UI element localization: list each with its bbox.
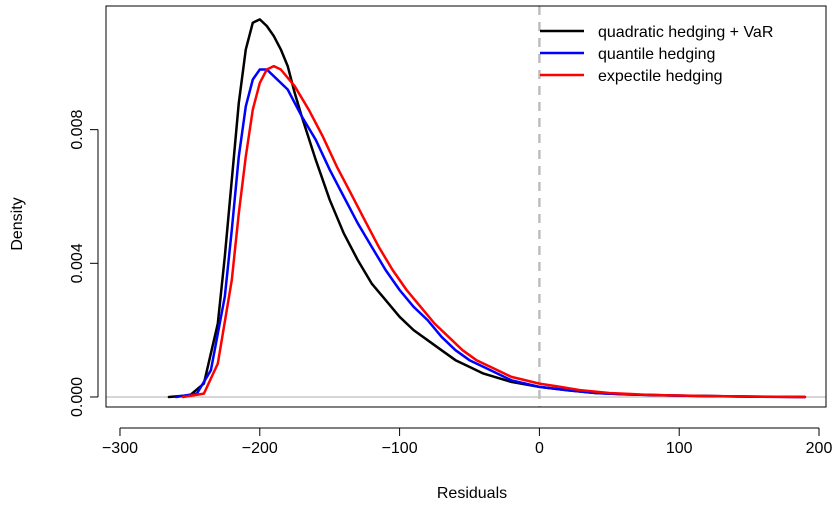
plot-frame <box>105 5 827 408</box>
plot-layer <box>106 6 826 407</box>
x-axis-title: Residuals <box>437 485 507 502</box>
x-tick-label: 0 <box>535 440 544 457</box>
y-tick-label: 0.000 <box>69 377 86 417</box>
y-tick-label: 0.008 <box>69 110 86 150</box>
legend-label-2: expectile hedging <box>598 68 723 85</box>
x-tick-label: −100 <box>382 440 418 457</box>
y-axis-title: Density <box>9 197 26 250</box>
axes-layer: −300 −200 −100 0 100 200 0.000 0.004 0.008 <box>69 5 833 457</box>
x-tick-label: −200 <box>242 440 278 457</box>
x-tick-label: 200 <box>806 440 833 457</box>
series-line-1 <box>174 68 807 399</box>
legend-label-0: quadratic hedging + VaR <box>598 24 773 41</box>
x-tick-label: 100 <box>666 440 693 457</box>
legend: quadratic hedging + VaR quantile hedging e… <box>540 24 773 85</box>
legend-label-1: quantile hedging <box>598 46 715 63</box>
series-line-2 <box>181 64 807 399</box>
x-tick-label: −300 <box>102 440 138 457</box>
y-tick-label: 0.004 <box>69 243 86 283</box>
